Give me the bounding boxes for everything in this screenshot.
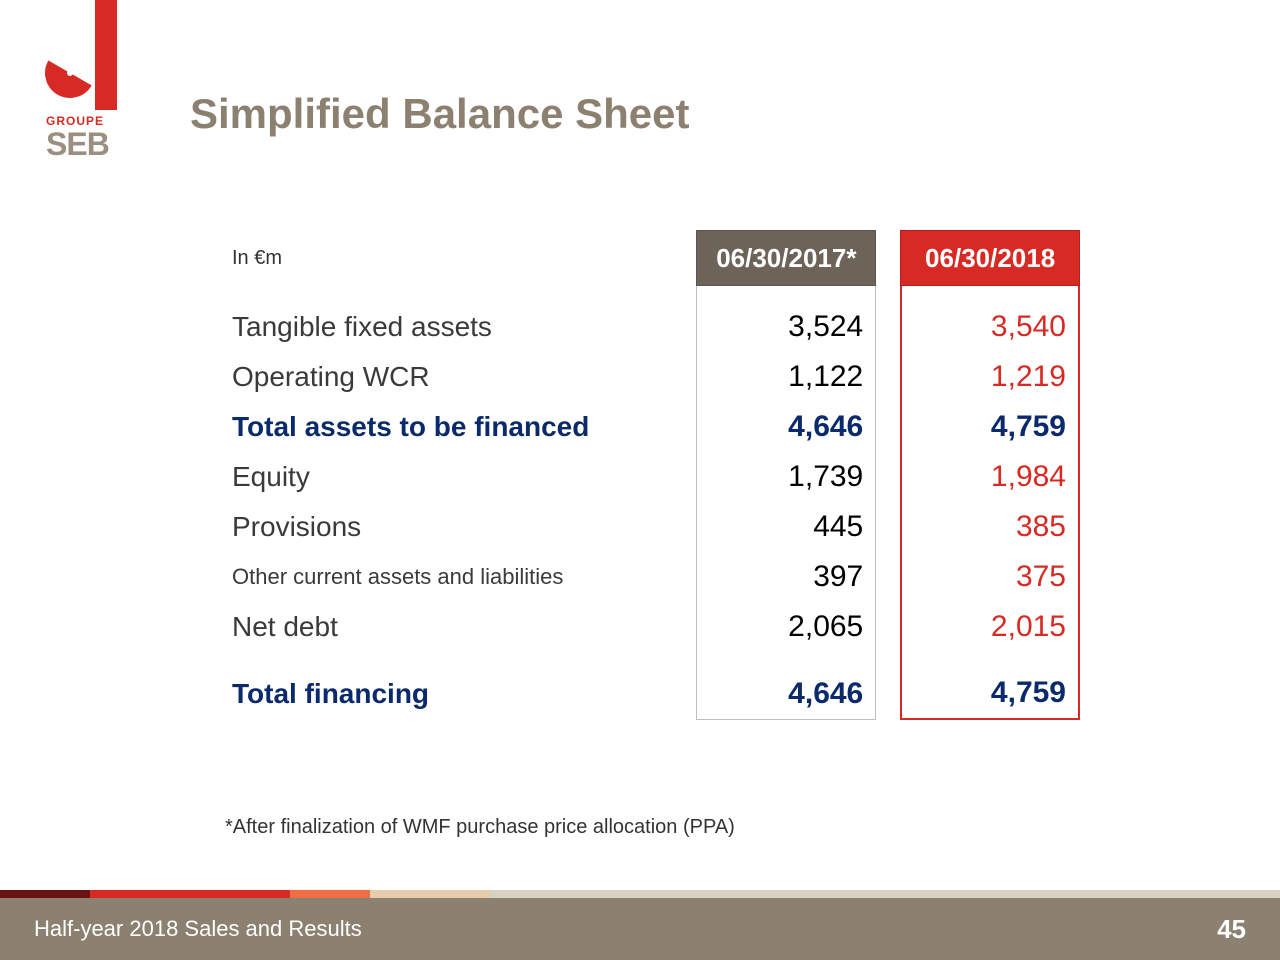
cell-2017: 397 [696, 552, 876, 602]
cell-2018: 375 [900, 552, 1080, 602]
cell-2018: 2,015 [900, 602, 1080, 652]
table-row: Equity 1,739 1,984 [220, 452, 1080, 502]
page-title: Simplified Balance Sheet [190, 90, 690, 138]
cell-2017: 2,065 [696, 602, 876, 652]
table-row: Operating WCR 1,122 1,219 [220, 352, 1080, 402]
column-header-2017: 06/30/2017* [696, 230, 876, 286]
row-label: Total financing [220, 668, 696, 720]
cell-2018: 1,984 [900, 452, 1080, 502]
table-row: Provisions 445 385 [220, 502, 1080, 552]
logo: GROUPE SEB [40, 0, 140, 170]
logo-mark-curve [39, 42, 100, 103]
footer-text: Half-year 2018 Sales and Results [34, 916, 362, 942]
cell-2017: 3,524 [696, 302, 876, 352]
table-row: Total assets to be financed 4,646 4,759 [220, 402, 1080, 452]
cell-2018: 385 [900, 502, 1080, 552]
cell-2017: 4,646 [696, 668, 876, 720]
unit-label: In €m [220, 230, 696, 286]
table-row: Total financing 4,646 4,759 [220, 668, 1080, 720]
logo-mark-bar [95, 0, 117, 110]
table-row: Tangible fixed assets 3,524 3,540 [220, 302, 1080, 352]
row-label: Total assets to be financed [220, 402, 696, 452]
cell-2018: 4,759 [900, 668, 1080, 720]
cell-2017: 1,122 [696, 352, 876, 402]
row-label: Net debt [220, 602, 696, 652]
balance-sheet-table: In €m 06/30/2017* 06/30/2018 Tangible fi… [220, 230, 1080, 720]
cell-2017: 4,646 [696, 402, 876, 452]
footnote: *After finalization of WMF purchase pric… [225, 816, 735, 839]
column-header-2018: 06/30/2018 [900, 230, 1080, 286]
row-label: Provisions [220, 502, 696, 552]
cell-2017: 445 [696, 502, 876, 552]
row-label: Tangible fixed assets [220, 302, 696, 352]
cell-2018: 4,759 [900, 402, 1080, 452]
table-row: Other current assets and liabilities 397… [220, 552, 1080, 602]
footer-bar: Half-year 2018 Sales and Results 45 [0, 898, 1280, 960]
logo-text-seb: SEB [46, 126, 109, 163]
cell-2018: 1,219 [900, 352, 1080, 402]
table-row: Net debt 2,065 2,015 [220, 602, 1080, 652]
row-label: Equity [220, 452, 696, 502]
row-label: Operating WCR [220, 352, 696, 402]
page-number: 45 [1217, 914, 1246, 945]
row-label: Other current assets and liabilities [220, 552, 696, 602]
cell-2017: 1,739 [696, 452, 876, 502]
cell-2018: 3,540 [900, 302, 1080, 352]
decorative-stripe [0, 890, 1280, 898]
